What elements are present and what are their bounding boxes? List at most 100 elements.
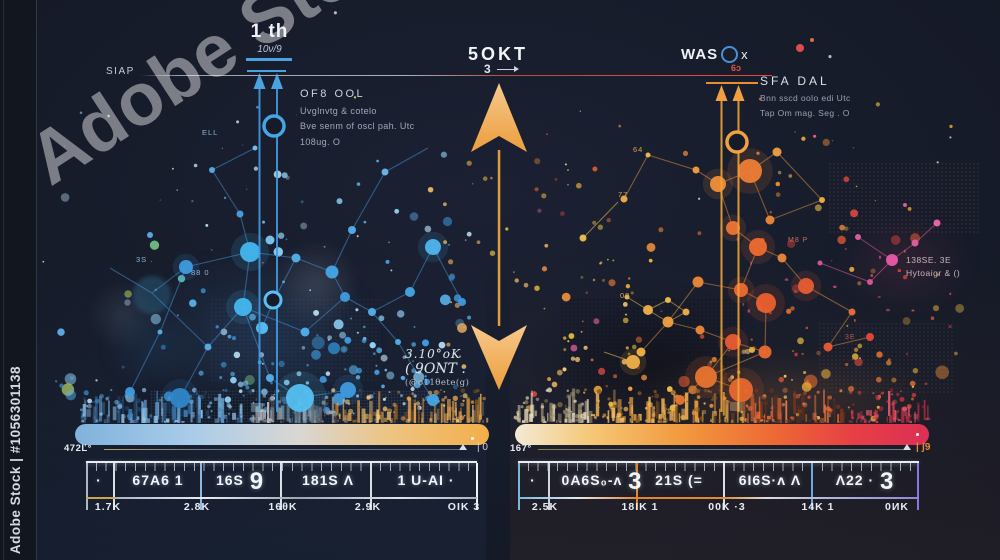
scatter-dot [534,285,540,291]
skyline-dot [569,391,575,397]
skyline-dot [136,398,141,404]
scatter-dot [440,151,447,158]
scatter-dot [605,384,608,388]
skyline-pixel [339,413,341,420]
skyline-pixel [237,413,242,416]
scatter-dot [210,410,213,413]
skyline-pixel [894,410,898,420]
skyline-pixel [762,415,765,418]
network-node [643,305,653,315]
scatter-dot [580,275,584,279]
skyline-dot [769,388,775,394]
skyline-dot [99,412,103,416]
scatter-dot [448,243,451,246]
skyline-pixel [112,406,117,421]
o-ring-icon [721,46,739,63]
scatter-dot [443,202,447,207]
scatter-dot [467,315,472,320]
scatter-dot [277,232,285,239]
scatter-dot [417,370,422,374]
scatter-dot [512,271,515,274]
scatter-dot [911,397,914,401]
skyline-dot [438,391,441,394]
skyline-dot [328,410,333,415]
ruler-label: 2.9K [354,501,382,513]
scatter-dot [590,358,594,362]
skyline-pixel [675,405,678,423]
scatter-dot [597,367,606,376]
marker-underline [246,58,292,61]
skyline-pixel [863,418,866,423]
skyline-pixel [422,398,424,423]
skyline-dot [628,401,630,404]
skyline-dot [566,394,571,399]
skyline-dot [110,389,113,392]
scatter-dot [822,138,830,147]
scatter-dot [457,323,467,333]
network-node [798,278,814,294]
left-scale-label: 472Ľ° [64,443,92,454]
scatter-dot [837,235,846,245]
skyline-pixel [767,415,771,420]
scatter-dot [597,224,603,230]
scatter-dot [355,308,359,312]
arrow-up-icon [253,73,266,89]
network-node [848,308,856,316]
skyline-dot [158,398,162,402]
skyline-pixel [454,401,457,416]
scatter-dot [593,318,600,325]
right-info-block: SFA DAL Bnn sscd oolo edi Utc Tap Om mag… [760,74,851,118]
scatter-dot [400,375,406,381]
skyline-pixel [250,420,253,422]
skyline-dot [911,392,917,398]
skyline-dot [839,389,843,393]
skyline-dot [526,406,530,409]
skyline-dot [265,414,269,417]
scatter-dot [374,369,380,375]
skyline-dot [255,398,258,401]
scatter-dot [356,182,361,186]
skyline-dot [694,407,701,413]
noise-square [948,325,952,328]
skyline-pixel [482,420,484,423]
skyline-pixel [622,416,626,423]
skyline-pixel [440,403,443,423]
star-dot [697,197,701,200]
skyline-dot [896,410,900,413]
scatter-dot [369,342,376,349]
skyline-pixel [214,418,219,423]
scatter-dot [821,368,831,379]
skyline-pixel [543,416,545,423]
scatter-dot [461,364,467,369]
star-dot [42,260,45,263]
scatter-dot [830,259,833,262]
skyline-dot [620,406,623,410]
network-node [147,232,153,238]
skyline-pixel [207,416,211,419]
ruler-topline [86,461,477,463]
scatter-dot [386,371,395,380]
scatter-dot [876,405,880,409]
scatter-dot [891,377,897,383]
network-node [682,308,690,316]
scatter-dot [150,313,162,325]
skyline-dot [872,416,876,420]
arrow-shaft [497,150,501,326]
network-node [626,355,640,369]
scatter-dot [83,390,89,396]
scatter-dot [452,384,458,390]
skyline-dot [459,415,465,421]
skyline-dot [462,399,465,402]
scatter-dot [412,360,414,362]
right-marker-tag: 6ɔ [731,63,742,73]
skyline-pixel [907,415,911,421]
annotation: 64 [633,145,644,154]
star-dot [356,235,359,238]
skyline-pixel [357,400,360,423]
scatter-dot [219,375,223,380]
skyline-pixel [99,395,103,422]
skyline-pixel [718,419,722,422]
scatter-dot [356,367,363,374]
scatter-dot [424,225,432,233]
skyline-pixel [909,420,912,423]
